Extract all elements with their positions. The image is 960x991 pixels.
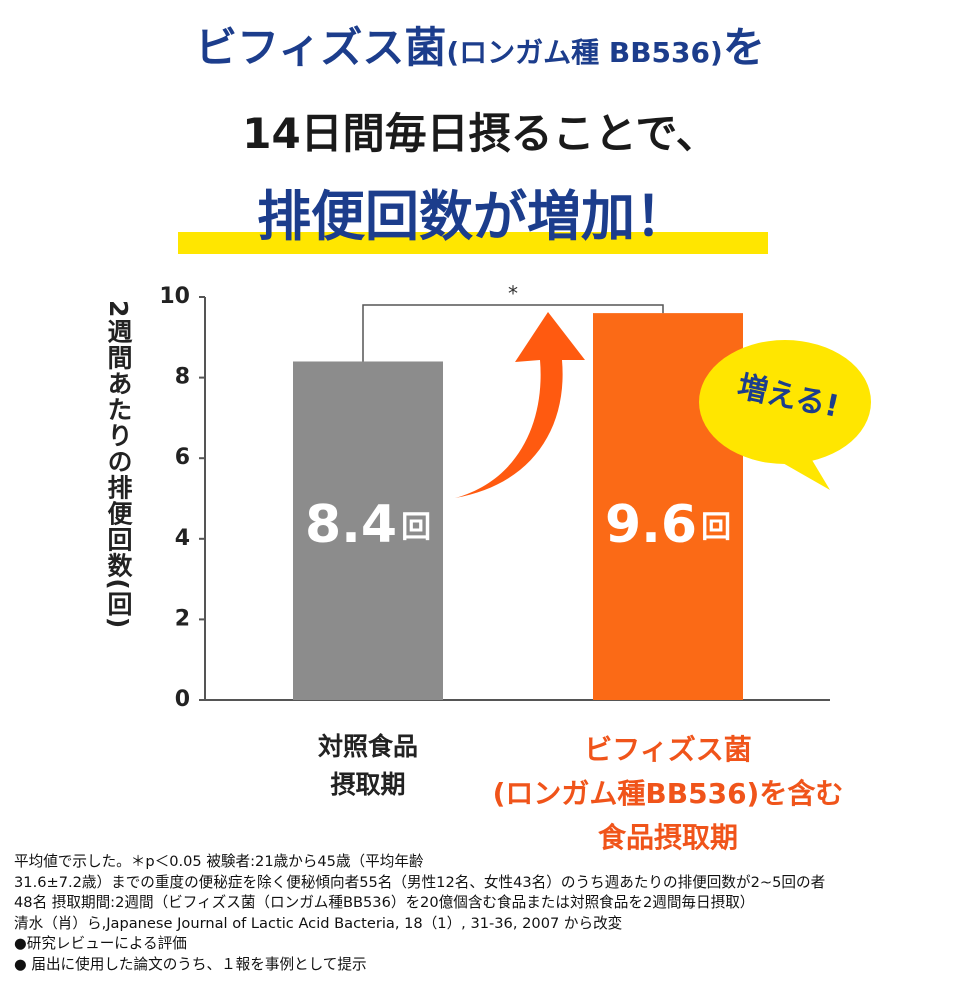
title-part: ビフィズス菌 xyxy=(195,23,447,72)
footnote: 31.6±7.2歳）までの重度の便秘症を除く便秘傾向者55名（男性12名、女性4… xyxy=(14,873,826,891)
footnotes: 平均値で示した。＊p＜0.05 被験者:21歳から45歳（平均年齢 31.6±7.… xyxy=(14,852,825,975)
significance-mark: * xyxy=(508,282,518,306)
x-tick-label: ビフィズス菌 (ロンガム種BB536)を含む 食品摂取期 xyxy=(492,733,844,854)
callout-bubble xyxy=(699,340,871,464)
footnote: 清水（肖）ら,Japanese Journal of Lactic Acid B… xyxy=(14,914,623,932)
y-tick-label: 8 xyxy=(175,365,190,390)
y-tick-label: 6 xyxy=(175,445,190,470)
footnote: 48名 摂取期間:2週間（ビフィズス菌（ロンガム種BB536）を20億個含む食品… xyxy=(14,894,755,911)
title-line: ビフィズス菌(ロンガム種 BB536)を xyxy=(0,14,960,75)
footnote: ●研究レビューによる評価 xyxy=(14,935,187,952)
significance-bracket xyxy=(362,304,664,362)
value-unit: 回 xyxy=(701,510,731,545)
y-tick-label: 10 xyxy=(159,284,190,309)
value-unit: 回 xyxy=(401,510,431,545)
title-part: を xyxy=(722,23,765,72)
value-number: 9.6 xyxy=(605,495,697,555)
footnote: 平均値で示した。＊p＜0.05 被験者:21歳から45歳（平均年齢 xyxy=(14,853,424,870)
arrow xyxy=(455,312,585,498)
value-label: 8.4 回 xyxy=(305,495,431,555)
footnote: ● 届出に使用した論文のうち、１報を事例として提示 xyxy=(14,955,367,973)
highlight xyxy=(178,232,768,254)
headline: 排便回数が増加！ xyxy=(178,170,768,260)
y-tick-label: 2 xyxy=(175,606,190,631)
y-tick-label: 4 xyxy=(175,526,190,551)
value-label: 9.6 回 xyxy=(605,495,731,555)
y-axis-label: 2週間あたりの排便回数(回) xyxy=(104,300,133,630)
title-part: (ロンガム種 BB536) xyxy=(446,36,723,69)
value-number: 8.4 xyxy=(305,495,397,555)
title-line: 14日間毎日摂ることで、 xyxy=(242,109,718,158)
callout: 増える! xyxy=(699,340,871,490)
x-tick-label: 対照食品 摂取期 xyxy=(317,732,418,799)
bar xyxy=(293,361,443,700)
y-tick-label: 0 xyxy=(175,687,190,712)
headline-text: 排便回数が増加！ xyxy=(257,185,689,248)
